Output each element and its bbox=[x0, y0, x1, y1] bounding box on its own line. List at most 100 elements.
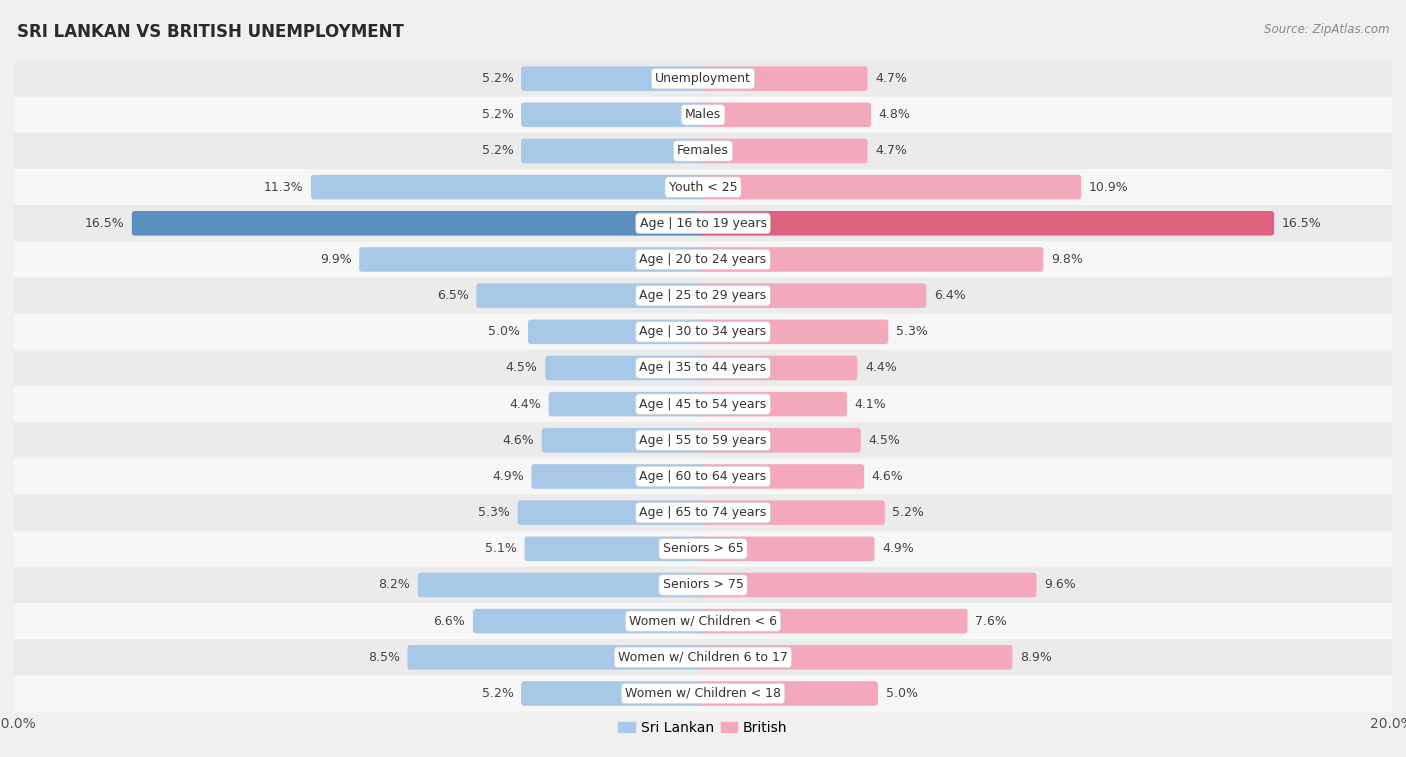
Text: Women w/ Children < 18: Women w/ Children < 18 bbox=[626, 687, 780, 700]
Text: 4.7%: 4.7% bbox=[875, 145, 907, 157]
Legend: Sri Lankan, British: Sri Lankan, British bbox=[613, 715, 793, 740]
Text: 4.9%: 4.9% bbox=[882, 542, 914, 556]
Text: 5.1%: 5.1% bbox=[485, 542, 517, 556]
FancyBboxPatch shape bbox=[359, 248, 706, 272]
Text: 6.5%: 6.5% bbox=[437, 289, 468, 302]
FancyBboxPatch shape bbox=[14, 241, 1392, 278]
FancyBboxPatch shape bbox=[14, 459, 1392, 494]
FancyBboxPatch shape bbox=[700, 175, 1081, 199]
Text: 9.8%: 9.8% bbox=[1050, 253, 1083, 266]
Text: 4.9%: 4.9% bbox=[492, 470, 524, 483]
FancyBboxPatch shape bbox=[700, 573, 1036, 597]
Text: 8.9%: 8.9% bbox=[1019, 651, 1052, 664]
Text: Women w/ Children 6 to 17: Women w/ Children 6 to 17 bbox=[619, 651, 787, 664]
FancyBboxPatch shape bbox=[700, 537, 875, 561]
FancyBboxPatch shape bbox=[541, 428, 706, 453]
Text: Age | 30 to 34 years: Age | 30 to 34 years bbox=[640, 326, 766, 338]
Text: 4.4%: 4.4% bbox=[509, 397, 541, 410]
Text: Age | 55 to 59 years: Age | 55 to 59 years bbox=[640, 434, 766, 447]
Text: 16.5%: 16.5% bbox=[84, 217, 124, 230]
FancyBboxPatch shape bbox=[14, 494, 1392, 531]
Text: 9.6%: 9.6% bbox=[1045, 578, 1076, 591]
FancyBboxPatch shape bbox=[700, 428, 860, 453]
Text: 5.2%: 5.2% bbox=[893, 506, 924, 519]
FancyBboxPatch shape bbox=[408, 645, 706, 670]
FancyBboxPatch shape bbox=[311, 175, 706, 199]
FancyBboxPatch shape bbox=[700, 464, 865, 489]
FancyBboxPatch shape bbox=[700, 609, 967, 634]
Text: Age | 60 to 64 years: Age | 60 to 64 years bbox=[640, 470, 766, 483]
Text: Source: ZipAtlas.com: Source: ZipAtlas.com bbox=[1264, 23, 1389, 36]
FancyBboxPatch shape bbox=[14, 675, 1392, 712]
FancyBboxPatch shape bbox=[700, 645, 1012, 670]
FancyBboxPatch shape bbox=[14, 422, 1392, 459]
FancyBboxPatch shape bbox=[517, 500, 706, 525]
FancyBboxPatch shape bbox=[700, 283, 927, 308]
FancyBboxPatch shape bbox=[14, 350, 1392, 386]
Text: 4.7%: 4.7% bbox=[875, 72, 907, 85]
FancyBboxPatch shape bbox=[548, 392, 706, 416]
FancyBboxPatch shape bbox=[522, 139, 706, 164]
FancyBboxPatch shape bbox=[472, 609, 706, 634]
FancyBboxPatch shape bbox=[477, 283, 706, 308]
FancyBboxPatch shape bbox=[700, 102, 872, 127]
FancyBboxPatch shape bbox=[700, 356, 858, 380]
FancyBboxPatch shape bbox=[524, 537, 706, 561]
Text: 8.2%: 8.2% bbox=[378, 578, 411, 591]
Text: 5.3%: 5.3% bbox=[478, 506, 510, 519]
FancyBboxPatch shape bbox=[700, 392, 846, 416]
FancyBboxPatch shape bbox=[14, 531, 1392, 567]
Text: Seniors > 65: Seniors > 65 bbox=[662, 542, 744, 556]
Text: 5.2%: 5.2% bbox=[482, 687, 513, 700]
Text: 5.2%: 5.2% bbox=[482, 108, 513, 121]
Text: Age | 65 to 74 years: Age | 65 to 74 years bbox=[640, 506, 766, 519]
Text: 4.6%: 4.6% bbox=[872, 470, 904, 483]
Text: Age | 20 to 24 years: Age | 20 to 24 years bbox=[640, 253, 766, 266]
FancyBboxPatch shape bbox=[14, 205, 1392, 241]
Text: 5.2%: 5.2% bbox=[482, 72, 513, 85]
Text: Age | 35 to 44 years: Age | 35 to 44 years bbox=[640, 362, 766, 375]
FancyBboxPatch shape bbox=[700, 319, 889, 344]
FancyBboxPatch shape bbox=[14, 313, 1392, 350]
FancyBboxPatch shape bbox=[14, 603, 1392, 639]
FancyBboxPatch shape bbox=[700, 211, 1274, 235]
FancyBboxPatch shape bbox=[14, 133, 1392, 169]
FancyBboxPatch shape bbox=[14, 639, 1392, 675]
Text: 5.0%: 5.0% bbox=[886, 687, 918, 700]
Text: 10.9%: 10.9% bbox=[1088, 181, 1129, 194]
FancyBboxPatch shape bbox=[132, 211, 706, 235]
FancyBboxPatch shape bbox=[14, 567, 1392, 603]
Text: 5.0%: 5.0% bbox=[488, 326, 520, 338]
Text: 5.3%: 5.3% bbox=[896, 326, 928, 338]
Text: 4.1%: 4.1% bbox=[855, 397, 886, 410]
Text: 4.6%: 4.6% bbox=[502, 434, 534, 447]
FancyBboxPatch shape bbox=[531, 464, 706, 489]
Text: 4.4%: 4.4% bbox=[865, 362, 897, 375]
FancyBboxPatch shape bbox=[700, 139, 868, 164]
Text: Males: Males bbox=[685, 108, 721, 121]
Text: Age | 45 to 54 years: Age | 45 to 54 years bbox=[640, 397, 766, 410]
FancyBboxPatch shape bbox=[700, 248, 1043, 272]
Text: Unemployment: Unemployment bbox=[655, 72, 751, 85]
Text: 8.5%: 8.5% bbox=[368, 651, 399, 664]
FancyBboxPatch shape bbox=[14, 97, 1392, 133]
FancyBboxPatch shape bbox=[522, 681, 706, 706]
FancyBboxPatch shape bbox=[14, 61, 1392, 97]
Text: 6.4%: 6.4% bbox=[934, 289, 966, 302]
FancyBboxPatch shape bbox=[14, 169, 1392, 205]
Text: Seniors > 75: Seniors > 75 bbox=[662, 578, 744, 591]
FancyBboxPatch shape bbox=[546, 356, 706, 380]
Text: 4.8%: 4.8% bbox=[879, 108, 911, 121]
FancyBboxPatch shape bbox=[700, 500, 884, 525]
Text: 16.5%: 16.5% bbox=[1282, 217, 1322, 230]
FancyBboxPatch shape bbox=[14, 278, 1392, 313]
Text: Age | 16 to 19 years: Age | 16 to 19 years bbox=[640, 217, 766, 230]
Text: 7.6%: 7.6% bbox=[976, 615, 1007, 628]
FancyBboxPatch shape bbox=[418, 573, 706, 597]
Text: Women w/ Children < 6: Women w/ Children < 6 bbox=[628, 615, 778, 628]
Text: 11.3%: 11.3% bbox=[264, 181, 304, 194]
Text: 9.9%: 9.9% bbox=[321, 253, 352, 266]
FancyBboxPatch shape bbox=[522, 102, 706, 127]
FancyBboxPatch shape bbox=[529, 319, 706, 344]
Text: SRI LANKAN VS BRITISH UNEMPLOYMENT: SRI LANKAN VS BRITISH UNEMPLOYMENT bbox=[17, 23, 404, 41]
